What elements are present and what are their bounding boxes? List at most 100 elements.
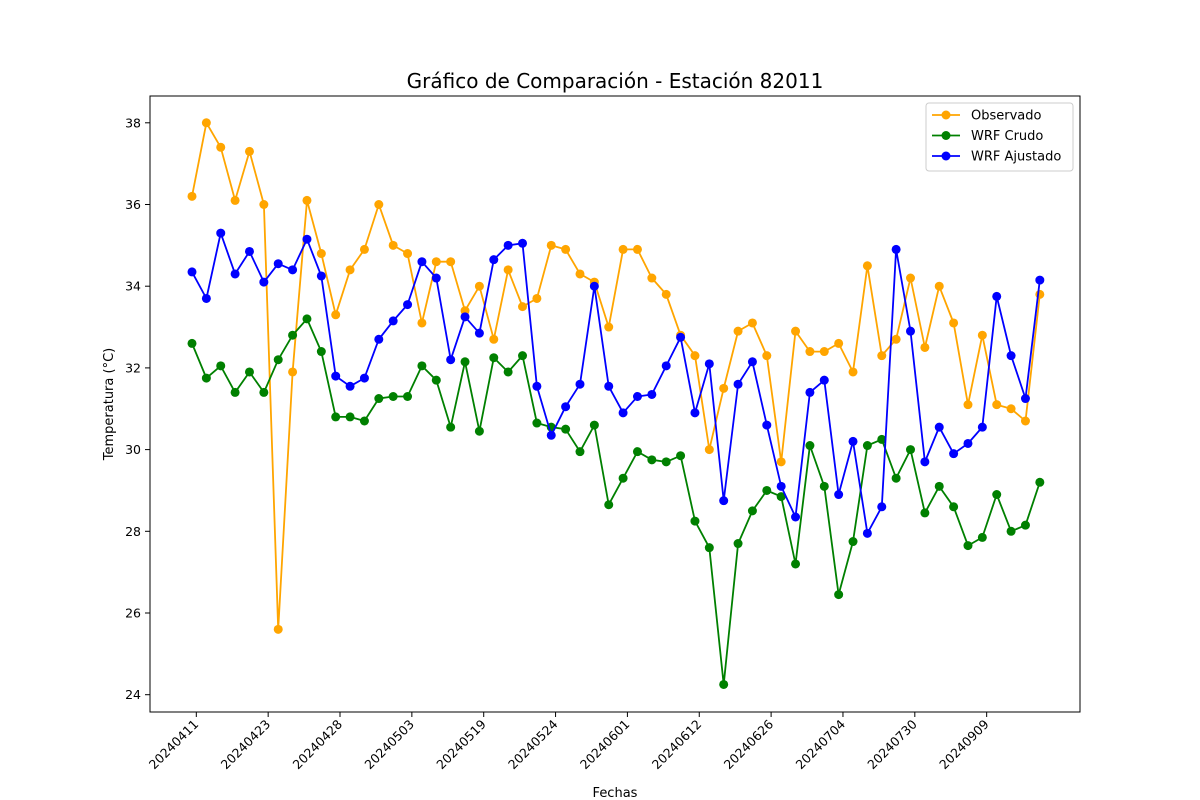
data-point-observado xyxy=(388,240,398,250)
data-point-observado xyxy=(345,265,355,275)
data-point-wrf-ajustado xyxy=(877,502,887,512)
data-point-observado xyxy=(546,240,556,250)
data-point-observado xyxy=(518,302,528,312)
data-point-observado xyxy=(848,367,858,377)
data-point-wrf-crudo xyxy=(474,426,484,436)
data-point-observado xyxy=(862,261,872,271)
data-point-wrf-crudo xyxy=(489,353,499,363)
data-point-observado xyxy=(259,200,269,209)
legend-marker-wrf-crudo xyxy=(941,131,951,140)
x-tick-label: 20240503 xyxy=(361,717,417,773)
y-tick-label: 26 xyxy=(125,606,141,621)
data-point-wrf-crudo xyxy=(762,485,772,495)
data-point-observado xyxy=(187,191,197,201)
x-axis-label: Fechas xyxy=(593,786,638,800)
x-tick-label: 20240626 xyxy=(721,716,777,772)
data-point-observado xyxy=(992,400,1002,410)
data-point-wrf-ajustado xyxy=(575,379,585,389)
data-point-wrf-ajustado xyxy=(331,371,341,381)
x-tick-label: 20240704 xyxy=(792,716,848,772)
data-point-observado xyxy=(690,351,700,361)
data-point-wrf-ajustado xyxy=(805,387,815,397)
x-tick-label: 20240612 xyxy=(649,717,705,773)
y-tick-label: 34 xyxy=(125,279,141,294)
data-point-wrf-crudo xyxy=(963,541,973,551)
data-point-observado xyxy=(561,244,571,254)
data-point-wrf-ajustado xyxy=(446,355,456,365)
data-point-observado xyxy=(302,195,312,205)
data-point-observado xyxy=(230,195,240,205)
data-point-wrf-ajustado xyxy=(518,238,528,248)
data-point-wrf-crudo xyxy=(920,508,930,518)
data-point-wrf-ajustado xyxy=(474,328,484,338)
data-point-observado xyxy=(532,293,542,303)
data-point-wrf-ajustado xyxy=(216,228,226,238)
data-point-wrf-crudo xyxy=(877,434,887,444)
data-point-wrf-ajustado xyxy=(776,481,786,491)
data-point-wrf-ajustado xyxy=(690,408,700,418)
plot-area xyxy=(149,95,1081,713)
data-point-wrf-crudo xyxy=(201,373,211,383)
data-point-wrf-ajustado xyxy=(288,265,298,275)
data-point-wrf-ajustado xyxy=(230,269,240,279)
data-point-wrf-ajustado xyxy=(747,357,757,367)
data-point-observado xyxy=(977,330,987,340)
data-point-wrf-crudo xyxy=(403,391,413,401)
data-point-wrf-ajustado xyxy=(733,379,743,389)
data-point-wrf-ajustado xyxy=(632,391,642,401)
y-axis-label: Temperatura (°C) xyxy=(102,348,117,461)
data-point-observado xyxy=(503,265,513,275)
data-point-wrf-ajustado xyxy=(359,373,369,383)
x-tick-label: 20240411 xyxy=(146,717,202,773)
data-point-observado xyxy=(891,334,901,344)
data-point-wrf-crudo xyxy=(992,490,1002,500)
data-point-wrf-ajustado xyxy=(661,361,671,371)
data-point-wrf-ajustado xyxy=(934,422,944,432)
data-point-wrf-crudo xyxy=(647,455,657,465)
data-point-wrf-ajustado xyxy=(1020,394,1030,404)
data-point-wrf-crudo xyxy=(776,492,786,502)
data-point-wrf-crudo xyxy=(977,532,987,542)
x-tick-label: 20240524 xyxy=(505,716,561,772)
legend-marker-wrf-ajustado xyxy=(941,151,951,161)
data-point-wrf-crudo xyxy=(589,420,599,430)
data-point-wrf-ajustado xyxy=(273,259,283,269)
data-point-wrf-ajustado xyxy=(417,257,427,267)
series-line-observado xyxy=(191,121,1041,631)
data-point-wrf-crudo xyxy=(949,502,959,512)
data-point-wrf-crudo xyxy=(1006,526,1016,536)
data-point-observado xyxy=(733,326,743,336)
data-point-wrf-crudo xyxy=(690,516,700,526)
data-point-wrf-ajustado xyxy=(431,273,441,283)
data-point-wrf-crudo xyxy=(604,500,614,510)
data-point-observado xyxy=(1035,289,1045,299)
data-point-observado xyxy=(575,269,585,279)
data-point-wrf-crudo xyxy=(302,314,312,324)
x-tick-label: 20240730 xyxy=(864,716,920,772)
data-point-wrf-ajustado xyxy=(618,408,628,418)
data-point-wrf-ajustado xyxy=(604,381,614,391)
data-point-wrf-crudo xyxy=(431,375,441,385)
legend: Observado WRF Crudo WRF Ajustado xyxy=(925,102,1074,172)
data-point-observado xyxy=(216,142,226,152)
data-point-observado xyxy=(877,351,887,361)
data-point-wrf-ajustado xyxy=(848,436,858,446)
data-point-wrf-ajustado xyxy=(302,234,312,244)
data-point-wrf-ajustado xyxy=(259,277,269,287)
data-point-wrf-ajustado xyxy=(719,496,729,506)
data-point-observado xyxy=(906,273,915,283)
data-point-observado xyxy=(1020,416,1030,426)
data-point-wrf-crudo xyxy=(388,391,398,401)
data-point-wrf-crudo xyxy=(187,338,197,348)
data-point-observado xyxy=(791,326,801,336)
data-point-wrf-crudo xyxy=(575,447,585,457)
data-point-wrf-ajustado xyxy=(906,326,915,336)
chart-title: Gráfico de Comparación - Estación 82011 xyxy=(407,69,824,93)
data-point-wrf-crudo xyxy=(417,361,427,371)
data-point-wrf-crudo xyxy=(661,457,671,467)
data-point-observado xyxy=(762,351,772,361)
data-point-wrf-ajustado xyxy=(1035,275,1045,285)
data-point-wrf-ajustado xyxy=(589,281,599,291)
data-point-observado xyxy=(431,257,441,267)
data-point-wrf-ajustado xyxy=(819,375,829,385)
